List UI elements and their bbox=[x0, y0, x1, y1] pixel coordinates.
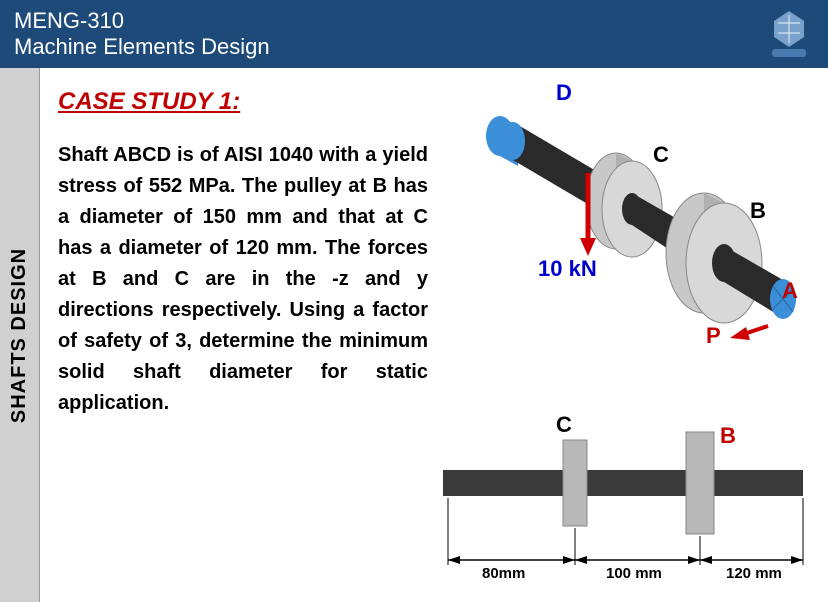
label2d-c: C bbox=[556, 412, 572, 438]
label-p: P bbox=[706, 323, 721, 349]
main: SHAFTS DESIGN CASE STUDY 1: Shaft ABCD i… bbox=[0, 68, 828, 602]
label-force: 10 kN bbox=[538, 256, 597, 282]
shaft-2d-diagram: C B 80mm 100 mm 120 mm bbox=[438, 420, 808, 590]
dim-2: 100 mm bbox=[606, 565, 662, 582]
label-a: A bbox=[782, 278, 798, 304]
sidebar: SHAFTS DESIGN bbox=[0, 68, 40, 602]
label-d: D bbox=[556, 80, 572, 106]
header-text: MENG-310 Machine Elements Design bbox=[14, 8, 270, 60]
label-b: B bbox=[750, 198, 766, 224]
shaft-3d-diagram: D C B A 10 kN P bbox=[438, 78, 808, 358]
label-c: C bbox=[653, 142, 669, 168]
dim-3: 120 mm bbox=[726, 565, 782, 582]
course-title: Machine Elements Design bbox=[14, 34, 270, 60]
header: MENG-310 Machine Elements Design bbox=[0, 0, 828, 68]
case-body: Shaft ABCD is of AISI 1040 with a yield … bbox=[58, 140, 428, 419]
dim-1: 80mm bbox=[482, 565, 525, 582]
content: CASE STUDY 1: Shaft ABCD is of AISI 1040… bbox=[40, 68, 828, 602]
label2d-b: B bbox=[720, 423, 736, 449]
sidebar-label: SHAFTS DESIGN bbox=[8, 247, 31, 422]
institution-logo-icon bbox=[764, 9, 814, 59]
course-code: MENG-310 bbox=[14, 8, 270, 34]
